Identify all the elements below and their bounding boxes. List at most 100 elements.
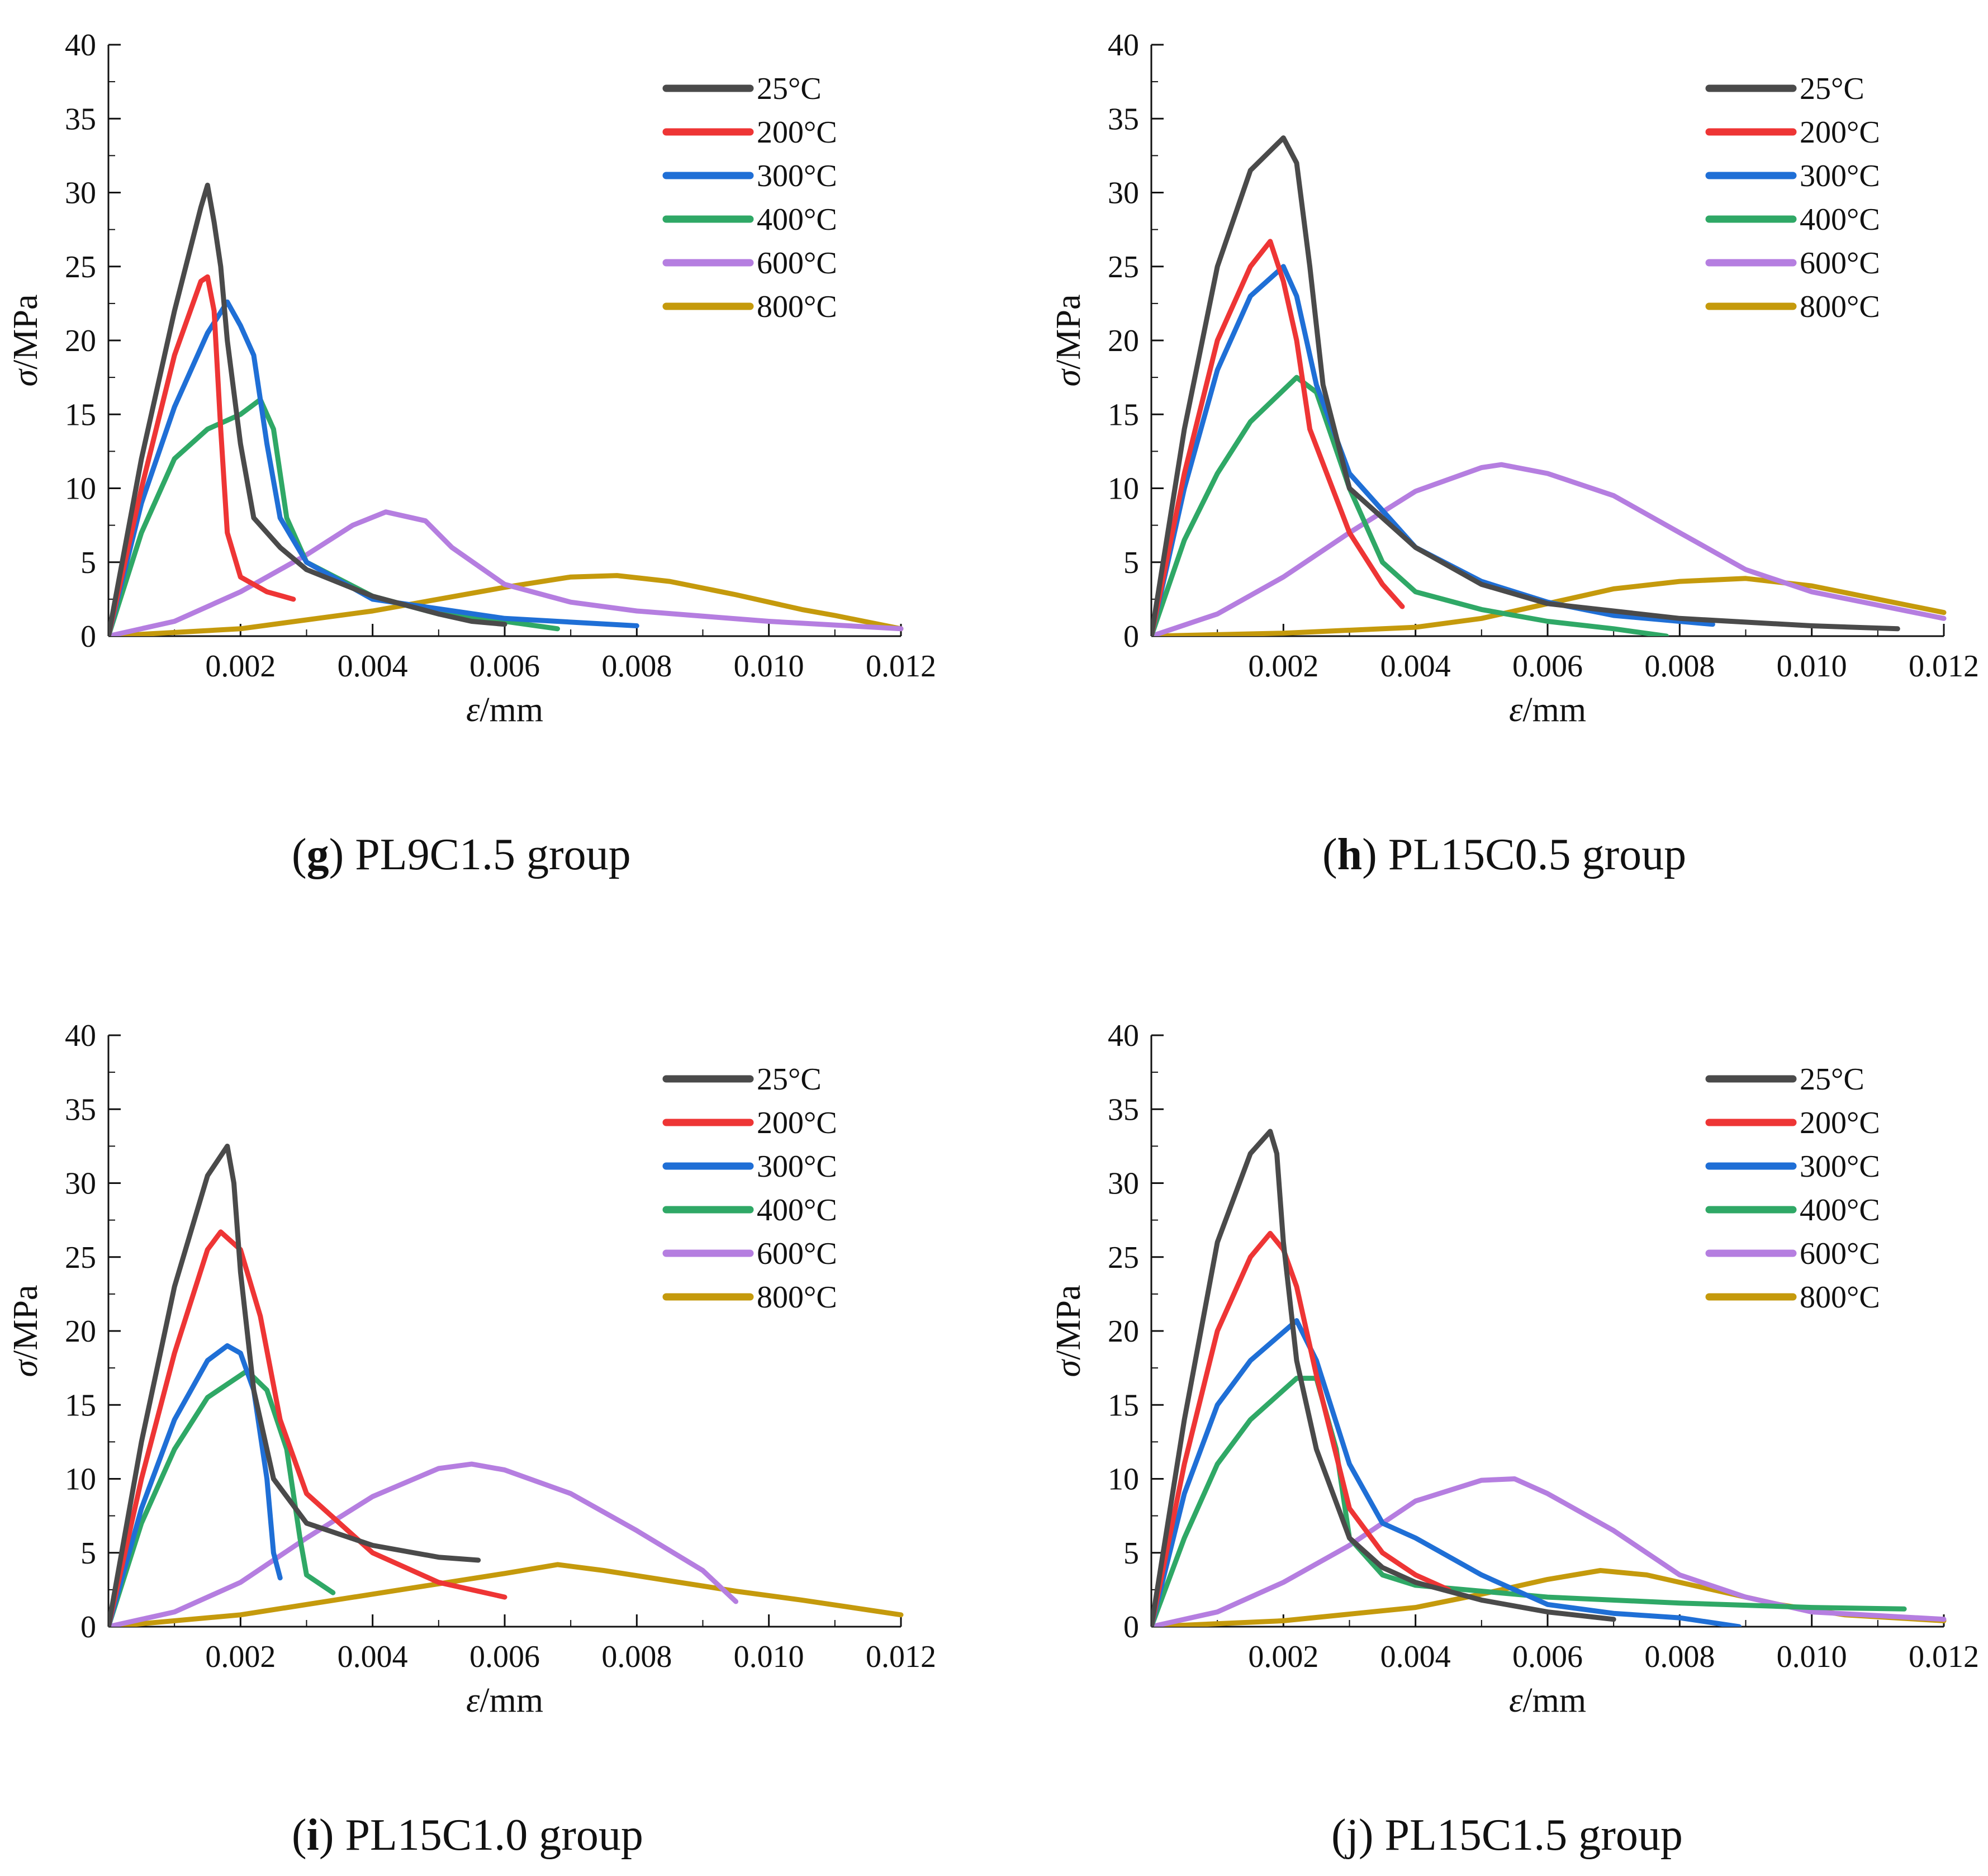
x-tick-label: 0.008 <box>1644 1640 1715 1674</box>
x-tick-label: 0.002 <box>205 1640 276 1674</box>
y-tick-label: 10 <box>65 472 96 506</box>
legend-label-300c: 300°C <box>1800 159 1880 193</box>
legend-label-300c: 300°C <box>757 1149 837 1184</box>
legend-label-300c: 300°C <box>757 159 837 193</box>
x-tick-label: 0.012 <box>866 649 936 684</box>
y-tick-label: 10 <box>1108 472 1139 506</box>
y-tick-label: 5 <box>1123 546 1139 580</box>
legend-label-800c: 800°C <box>1800 1280 1880 1315</box>
series-line-200c <box>108 1229 507 1627</box>
series-line-300c <box>1151 264 1715 636</box>
y-tick-label: 30 <box>65 176 96 211</box>
x-tick-label: 0.008 <box>601 649 672 684</box>
y-tick-label: 5 <box>80 546 96 580</box>
caption-panel-h: (h) PL15C0.5 group <box>1322 830 1687 879</box>
series-line-400c <box>1151 375 1669 636</box>
series-line-400c <box>108 397 560 636</box>
y-tick-label: 5 <box>1123 1536 1139 1571</box>
series-line-600c <box>108 1461 739 1627</box>
series-line-25c <box>1151 1129 1616 1627</box>
series-line-300c <box>108 1343 283 1627</box>
y-tick-label: 30 <box>65 1167 96 1201</box>
legend-label-25c: 25°C <box>1800 72 1864 106</box>
series-line-800c <box>1151 576 1947 636</box>
series-line-400c <box>108 1368 336 1627</box>
chart-panel-i: 0 5 10 15 20 25 30 35 40 0.002 0.004 0.006 0.008 0.01… <box>7 1018 936 1719</box>
y-tick-label: 15 <box>1108 397 1139 432</box>
legend-label-600c: 600°C <box>757 246 837 281</box>
x-tick-label: 0.012 <box>866 1640 936 1674</box>
y-axis-title: σ/MPa <box>7 1285 45 1377</box>
x-tick-label: 0.008 <box>601 1640 672 1674</box>
y-tick-label: 40 <box>65 1018 96 1053</box>
y-axis-title: σ/MPa <box>1050 295 1088 387</box>
y-axis-title: σ/MPa <box>1050 1285 1088 1377</box>
x-tick-label: 0.012 <box>1909 1640 1979 1674</box>
y-tick-label: 40 <box>1108 28 1139 63</box>
y-tick-label: 15 <box>65 1388 96 1423</box>
y-tick-label: 10 <box>65 1462 96 1497</box>
legend-label-800c: 800°C <box>757 290 837 324</box>
x-tick-label: 0.012 <box>1909 649 1979 684</box>
y-tick-label: 10 <box>1108 1462 1139 1497</box>
x-tick-label: 0.002 <box>205 649 276 684</box>
y-tick-label: 35 <box>1108 102 1139 136</box>
series-line-800c <box>108 1562 904 1627</box>
series-line-600c <box>1151 462 1947 636</box>
series-line-200c <box>1151 239 1405 636</box>
x-tick-label: 0.004 <box>1380 649 1451 684</box>
y-tick-label: 30 <box>1108 1167 1139 1201</box>
series-line-200c <box>1151 1230 1451 1627</box>
y-tick-label: 5 <box>80 1536 96 1571</box>
x-tick-label: 0.004 <box>1380 1640 1451 1674</box>
x-tick-label: 0.010 <box>734 1640 804 1674</box>
x-tick-label: 0.004 <box>338 649 408 684</box>
series-line-800c <box>108 573 904 636</box>
y-tick-label: 20 <box>65 324 96 358</box>
y-tick-label: 40 <box>1108 1018 1139 1053</box>
legend-label-25c: 25°C <box>757 1062 822 1097</box>
y-tick-label: 20 <box>65 1314 96 1349</box>
y-tick-label: 30 <box>1108 176 1139 211</box>
x-tick-label: 0.002 <box>1248 649 1318 684</box>
caption-panel-i: (i) PL15C1.0 group <box>292 1811 643 1860</box>
series-line-200c <box>108 274 296 636</box>
legend-label-300c: 300°C <box>1800 1149 1880 1184</box>
x-axis-title: ε/mm <box>466 1681 543 1719</box>
y-tick-label: 15 <box>1108 1388 1139 1423</box>
x-tick-label: 0.008 <box>1644 649 1715 684</box>
y-tick-label: 35 <box>1108 1092 1139 1127</box>
series-line-600c <box>108 509 904 636</box>
legend-label-25c: 25°C <box>1800 1062 1864 1097</box>
y-tick-label: 0 <box>80 1610 96 1645</box>
legend-label-600c: 600°C <box>1800 1237 1880 1271</box>
series-line-25c <box>108 182 507 636</box>
y-tick-label: 25 <box>65 250 96 285</box>
y-axis-title: σ/MPa <box>7 295 45 387</box>
y-tick-label: 20 <box>1108 324 1139 358</box>
legend-label-400c: 400°C <box>757 202 837 237</box>
y-tick-label: 15 <box>65 397 96 432</box>
legend-label-200c: 200°C <box>1800 115 1880 150</box>
y-tick-label: 40 <box>65 28 96 63</box>
caption-panel-g: (g) PL9C1.5 group <box>292 830 631 879</box>
x-axis-title: ε/mm <box>1509 1681 1586 1719</box>
y-tick-label: 0 <box>1123 1610 1139 1645</box>
x-tick-label: 0.006 <box>469 1640 540 1674</box>
y-tick-label: 25 <box>65 1240 96 1275</box>
series-line-600c <box>1151 1476 1947 1627</box>
x-axis-title: ε/mm <box>466 691 543 729</box>
series-line-25c <box>108 1143 481 1627</box>
chart-panel-g: 0 5 10 15 20 25 30 35 40 0.002 0.004 0.006 0.008 0.01… <box>7 28 936 729</box>
series-line-300c <box>108 299 639 636</box>
x-tick-label: 0.010 <box>1777 1640 1847 1674</box>
y-tick-label: 35 <box>65 102 96 136</box>
chart-panel-j: 0 5 10 15 20 25 30 35 40 0.002 0.004 0.006 0.008 0.01… <box>1050 1018 1979 1719</box>
x-tick-label: 0.004 <box>338 1640 408 1674</box>
x-tick-label: 0.006 <box>1512 649 1583 684</box>
legend-label-600c: 600°C <box>1800 246 1880 281</box>
legend-label-600c: 600°C <box>757 1237 837 1271</box>
caption-panel-j: (j) PL15C1.5 group <box>1331 1811 1683 1860</box>
series-line-25c <box>1151 135 1900 636</box>
